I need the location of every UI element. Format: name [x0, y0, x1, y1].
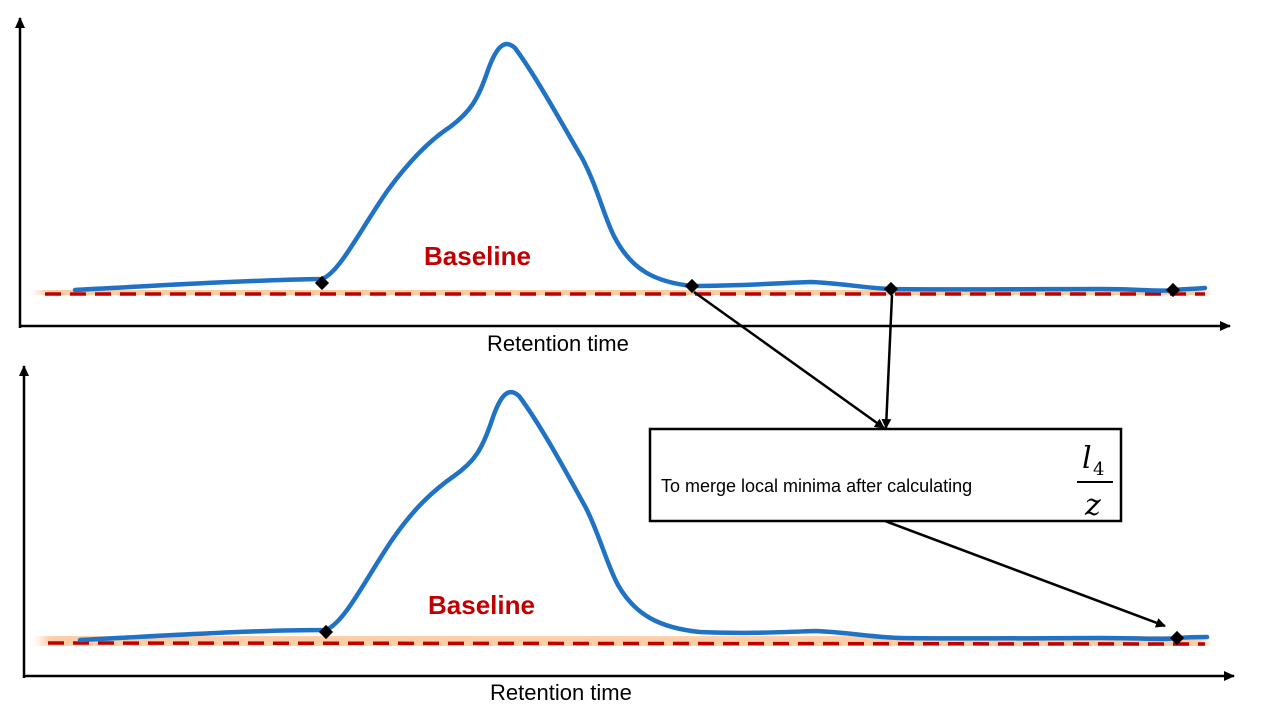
top-baseline-label: Baseline [424, 241, 531, 271]
bottom-x-axis-label: Retention time [490, 680, 632, 705]
bottom-baseline-label: Baseline [428, 590, 535, 620]
bottom-panel: Retention time Baseline [24, 366, 1234, 705]
arrow-from-minimum-3 [886, 295, 892, 428]
fraction-denominator: z [1084, 488, 1101, 523]
note-frame [650, 429, 1121, 521]
note-text: To merge local minima after calculating [661, 476, 972, 496]
top-panel: Retention time Baseline [20, 18, 1230, 356]
top-signal-curve [75, 44, 1205, 291]
arrow-to-bottom-minimum [885, 521, 1165, 626]
fraction-numerator: l [1082, 441, 1092, 476]
merge-note-box: To merge local minima after calculating … [650, 429, 1121, 523]
arrow-from-minimum-2 [694, 292, 884, 428]
fraction-subscript: 4 [1093, 459, 1104, 480]
top-x-axis-label: Retention time [487, 331, 629, 356]
